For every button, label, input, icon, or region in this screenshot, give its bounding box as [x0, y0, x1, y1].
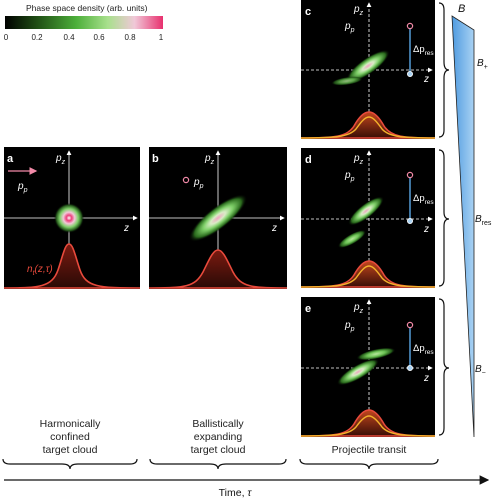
caption-b-line: target cloud: [190, 444, 246, 456]
caption-a: Harmonically confined target cloud: [0, 418, 140, 457]
cloud-e-upper: [356, 347, 396, 361]
colorbar-tick: 0.8: [124, 33, 136, 42]
brace-c-bottom: [299, 458, 439, 470]
density-curve-d: [300, 260, 436, 288]
time-axis-label: Time, τ: [219, 487, 253, 499]
density-curve-e: [300, 409, 436, 437]
projectile-label-d: pp: [344, 170, 355, 183]
caption-a-line: Harmonically: [39, 418, 101, 430]
projectile-marker-c: [406, 22, 414, 30]
cloud-c-ghost: [331, 76, 363, 86]
axis-label-z-d: z: [423, 224, 429, 235]
brace-c: [438, 2, 450, 138]
field-wedge-shape: [451, 15, 475, 438]
projectile-label-e: pp: [344, 320, 355, 333]
delta-p-label-e: Δpres: [413, 343, 434, 356]
panel-e: e pz z pp Δpres: [300, 297, 436, 437]
axis-label-pz-e: pz: [353, 302, 364, 315]
colorbar-title: Phase space density (arb. units): [26, 3, 148, 13]
colorbar-tick: 0.6: [93, 33, 105, 42]
panel-letter-b: b: [152, 153, 159, 165]
panel-letter-c: c: [305, 6, 311, 18]
panel-letter-a: a: [7, 153, 14, 165]
axis-label-z-b: z: [271, 223, 277, 234]
density-label-a: nt(z,τ): [27, 264, 53, 277]
projectile-label-b: pp: [193, 177, 204, 190]
panel-d: d pz z pp Δpres: [300, 148, 436, 288]
brace-d: [438, 149, 450, 287]
caption-b: Ballistically expanding target cloud: [148, 418, 288, 457]
caption-c: Projectile transit: [300, 444, 438, 457]
axis-label-z-a: z: [123, 223, 129, 234]
colorbar-tick: 0: [4, 33, 9, 42]
axis-label-pz-b: pz: [204, 153, 215, 166]
resonance-marker-c: [406, 71, 413, 78]
panel-letter-d: d: [305, 154, 312, 166]
caption-c-line: Projectile transit: [331, 444, 407, 456]
density-curve-b: [148, 249, 288, 289]
resonance-marker-e: [406, 364, 413, 371]
axis-label-pz-d: pz: [353, 153, 364, 166]
delta-p-label-c: Δpres: [413, 44, 434, 57]
projectile-label-a: pp: [17, 181, 28, 194]
field-wedge: B B+ Bres B−: [451, 3, 492, 438]
axis-label-z-e: z: [423, 373, 429, 384]
field-level-res: Bres: [475, 214, 492, 227]
field-title: B: [458, 3, 465, 15]
panel-a: a pz z pp nt(z,τ): [3, 147, 141, 289]
time-axis: Time, τ: [4, 475, 490, 499]
field-level-plus: B+: [477, 58, 488, 71]
cloud-c-main: [346, 49, 390, 83]
panel-c: c pz z pp Δpres: [300, 0, 436, 139]
brace-e: [438, 298, 450, 436]
axis-label-z-c: z: [423, 74, 429, 85]
density-curve-c: [300, 111, 436, 139]
bottom-braces: [2, 458, 439, 470]
cloud-b: [188, 194, 248, 242]
caption-a-line: target cloud: [42, 444, 98, 456]
colorbar-tick: 1: [159, 33, 164, 42]
cloud-d-main: [348, 196, 384, 226]
cloud-e-main: [336, 358, 380, 386]
caption-b-line: expanding: [193, 431, 243, 443]
projectile-marker-b: [182, 176, 190, 184]
colorbar-gradient: [5, 16, 163, 29]
density-curve-a: [3, 243, 141, 289]
panel-b: b pz z pp: [148, 147, 288, 289]
projectile-marker-e: [406, 321, 414, 329]
caption-b-line: Ballistically: [192, 418, 244, 430]
axis-label-pz-a: pz: [55, 153, 66, 166]
colorbar-tick: 0.2: [31, 33, 43, 42]
caption-a-line: confined: [50, 431, 90, 443]
brace-b-bottom: [149, 458, 287, 470]
panel-letter-e: e: [305, 303, 311, 315]
delta-p-label-d: Δpres: [413, 193, 434, 206]
cloud-a: [54, 203, 84, 233]
colorbar-tick: 0.4: [63, 33, 75, 42]
brace-a-bottom: [2, 458, 138, 470]
projectile-marker-d: [406, 171, 414, 179]
projectile-label-c: pp: [344, 21, 355, 34]
resonance-marker-d: [406, 217, 413, 224]
field-level-minus: B−: [475, 364, 486, 377]
cloud-d-ghost: [337, 229, 367, 249]
axis-label-pz-c: pz: [353, 4, 364, 17]
colorbar: Phase space density (arb. units) 0 0.2 0…: [4, 3, 164, 42]
panel-braces: [438, 2, 450, 436]
